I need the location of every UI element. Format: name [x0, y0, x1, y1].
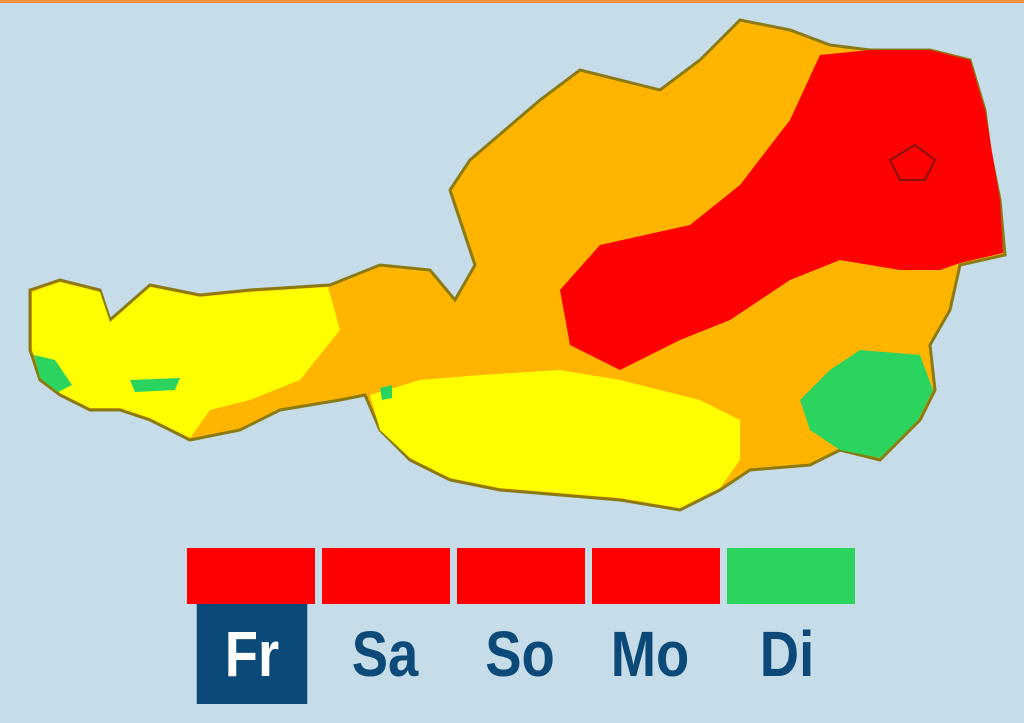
region-green-southeast[interactable]: [800, 350, 933, 458]
day-level-bar-sa: [322, 548, 450, 604]
region-yellow-south[interactable]: [370, 370, 740, 508]
day-level-bar-mo: [592, 548, 720, 604]
vienna-outline: [888, 143, 937, 181]
top-border: [0, 0, 1024, 3]
day-tab-sa[interactable]: Sa: [351, 618, 419, 690]
region-green-east-tyrol[interactable]: [380, 385, 392, 400]
day-tab-fr[interactable]: Fr: [196, 604, 308, 704]
day-level-bar-fr: [187, 548, 315, 604]
day-level-bar-di: [727, 548, 855, 604]
region-yellow-west[interactable]: [32, 282, 340, 438]
region-green-tyrol[interactable]: [130, 378, 180, 392]
day-tab-so[interactable]: So: [485, 618, 555, 690]
region-green-west[interactable]: [34, 355, 72, 392]
region-red[interactable]: [560, 50, 1003, 370]
day-tab-mo[interactable]: Mo: [610, 618, 690, 690]
day-tab-di[interactable]: Di: [759, 618, 815, 690]
day-level-bar-so: [457, 548, 585, 604]
